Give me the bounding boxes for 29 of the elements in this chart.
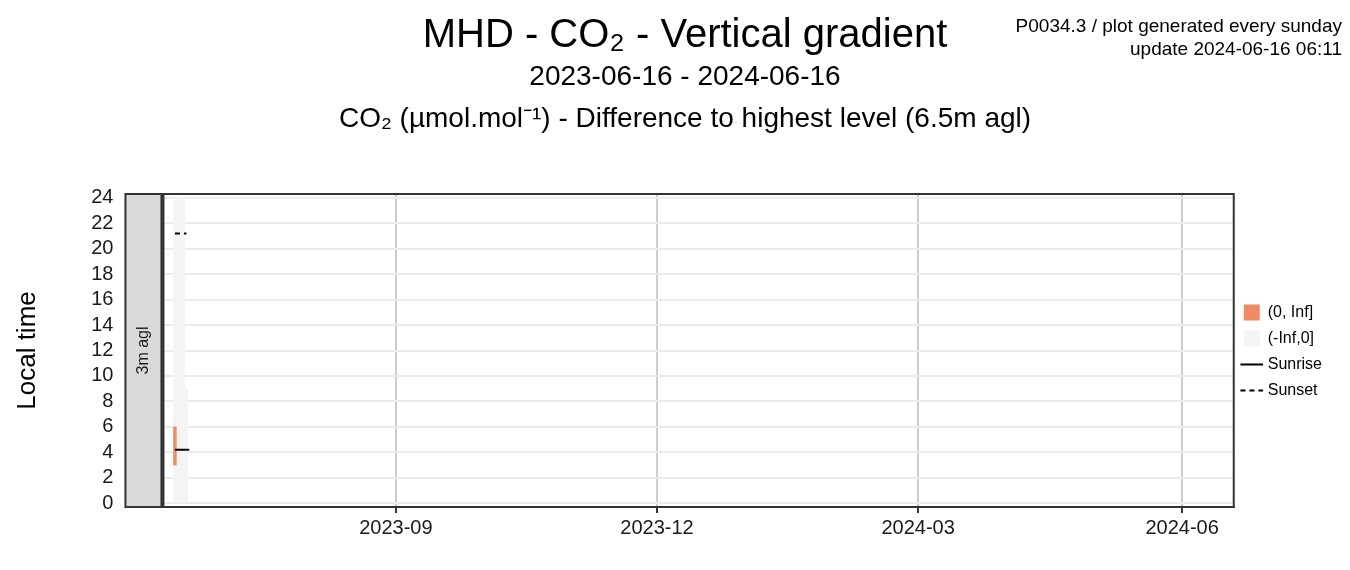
y-tick-label: 0 bbox=[102, 490, 114, 513]
y-tick-label: 20 bbox=[91, 236, 114, 259]
y-tick-label: 18 bbox=[91, 261, 114, 284]
y-tick-label: 22 bbox=[91, 210, 114, 233]
y-tick-label: 4 bbox=[102, 439, 114, 462]
legend-label: Sunset bbox=[1267, 380, 1319, 398]
legend-label: (0, Inf] bbox=[1267, 302, 1314, 320]
y-tick-label: 12 bbox=[91, 338, 114, 361]
text: P0034.3 / plot generated every sunday bbox=[1015, 14, 1342, 37]
text: CO₂ (µmol.mol⁻¹) - Difference to highest level (6.5m agl) bbox=[337, 101, 1033, 135]
x-tick-label: 2023-09 bbox=[359, 515, 433, 538]
y-tick-label: 16 bbox=[91, 287, 114, 310]
text: update 2024-06-16 06:11 bbox=[1129, 37, 1342, 60]
y-tick-label: 2 bbox=[102, 465, 114, 488]
y-tick-label: 10 bbox=[91, 363, 114, 386]
legend-label: (-Inf,0] bbox=[1267, 328, 1314, 346]
x-tick-label: 2024-03 bbox=[881, 515, 955, 538]
chart-subtitle: 2023-06-16 - 2024-06-16 bbox=[529, 60, 841, 91]
y-axis-title: Local time bbox=[10, 291, 41, 410]
y-tick-label: 14 bbox=[91, 312, 114, 335]
y-tick-label: 8 bbox=[102, 388, 114, 411]
bar bbox=[173, 426, 177, 466]
x-tick-label: 2023-12 bbox=[620, 515, 694, 538]
legend-label: Sunrise bbox=[1267, 354, 1323, 372]
x-tick-label: 2024-06 bbox=[1145, 515, 1219, 538]
y-tick-label: 6 bbox=[102, 414, 114, 437]
y-tick-label: 24 bbox=[91, 185, 114, 208]
chart-title: MHD - CO₂ - Vertical gradient bbox=[422, 11, 948, 55]
text: 3m agl bbox=[133, 326, 151, 375]
